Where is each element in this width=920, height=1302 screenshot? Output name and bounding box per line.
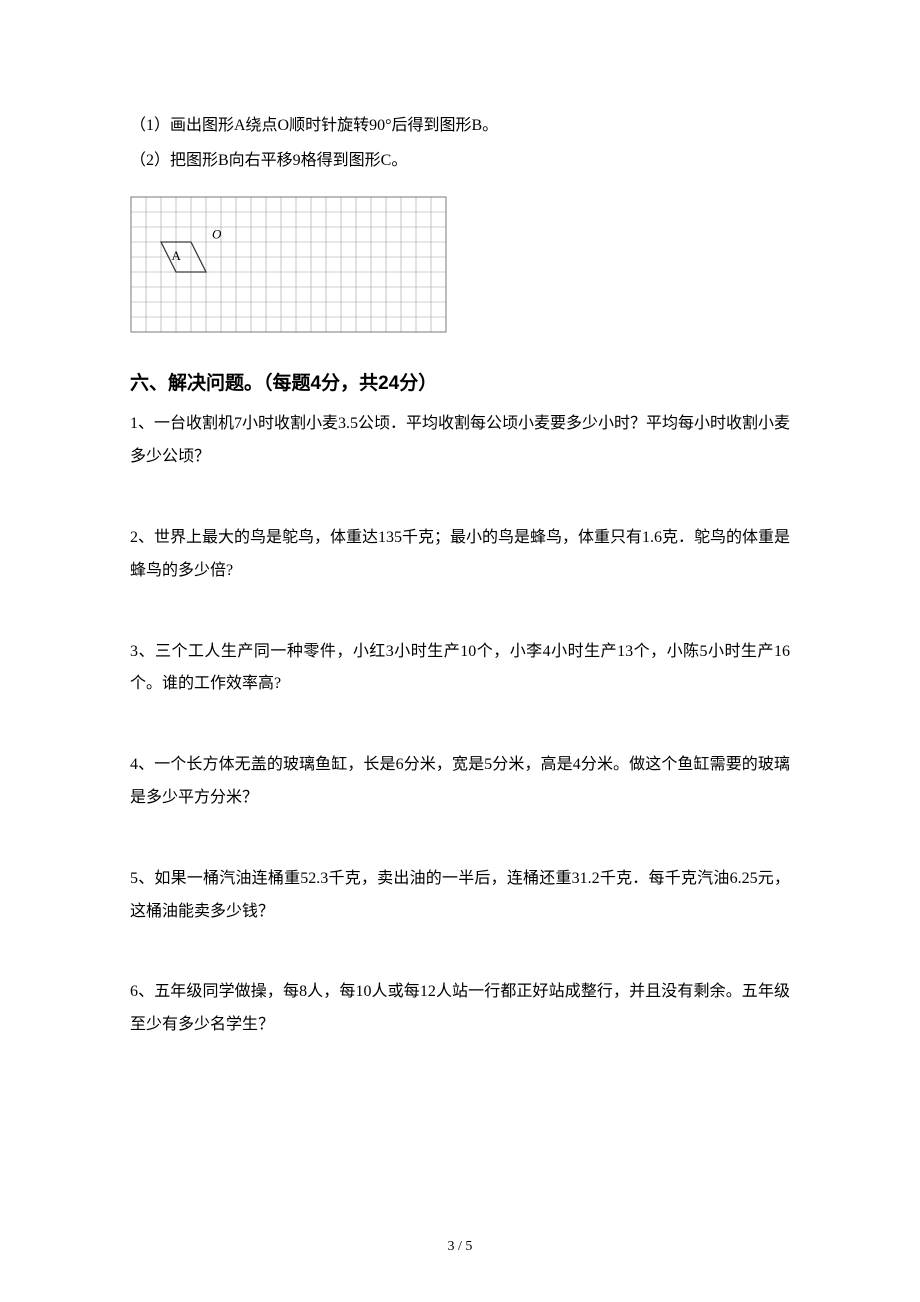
question-5: 5、如果一桶汽油连桶重52.3千克，卖出油的一半后，连桶还重31.2千克．每千克… — [130, 863, 790, 929]
svg-text:O: O — [212, 226, 222, 241]
page-number: 3 / 5 — [0, 1233, 920, 1262]
question-4: 4、一个长方体无盖的玻璃鱼缸，长是6分米，宽是5分米，高是4分米。做这个鱼缸需要… — [130, 749, 790, 815]
question-2: 2、世界上最大的鸟是鸵鸟，体重达135千克；最小的鸟是蜂鸟，体重只有1.6克．鸵… — [130, 522, 790, 588]
section-6-title: 六、解决问题。（每题4分，共24分） — [130, 365, 790, 404]
grid-figure: AO — [130, 196, 790, 346]
instruction-1: （1）画出图形A绕点O顺时针旋转90°后得到图形B。 — [130, 110, 790, 143]
svg-text:A: A — [172, 248, 182, 263]
question-6: 6、五年级同学做操，每8人，每10人或每12人站一行都正好站成整行，并且没有剩余… — [130, 976, 790, 1042]
question-1: 1、一台收割机7小时收割小麦3.5公顷．平均收割每公顷小麦要多少小时？平均每小时… — [130, 408, 790, 474]
grid-svg: AO — [130, 196, 447, 333]
question-3: 3、三个工人生产同一种零件，小红3小时生产10个，小李4小时生产13个，小陈5小… — [130, 636, 790, 702]
instruction-2: （2）把图形B向右平移9格得到图形C。 — [130, 145, 790, 178]
